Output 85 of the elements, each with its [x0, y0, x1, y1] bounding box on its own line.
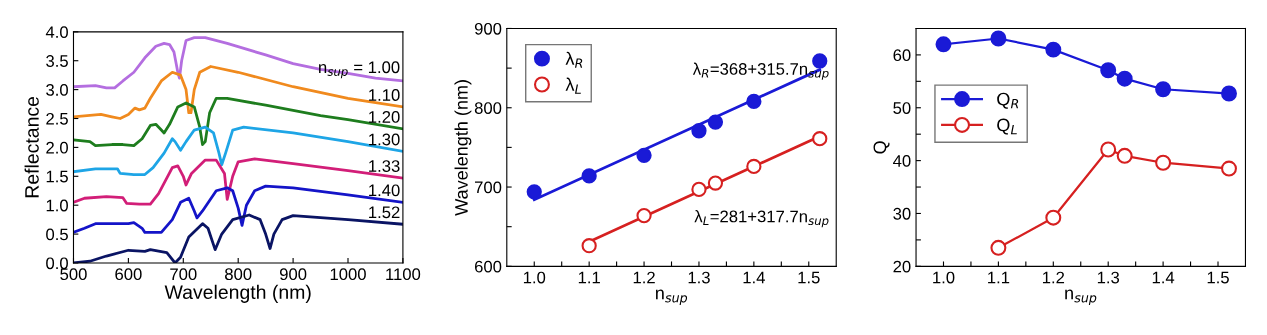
- y-tick-label: 1.5: [46, 170, 68, 183]
- y-tick-label: 600: [474, 260, 502, 273]
- y-axis-title: Q: [873, 141, 890, 154]
- annotation: λ$_{R}$=368+315.7n$_{sup}$: [692, 62, 829, 80]
- point: [581, 238, 597, 254]
- point: [1100, 141, 1117, 158]
- point: [812, 53, 828, 69]
- y-tick-label: 1.0: [46, 199, 68, 212]
- y-tick-label: 40: [893, 155, 911, 167]
- line-series: [73, 125, 403, 176]
- x-tick-label: 1.0: [933, 271, 955, 284]
- x-tick-label: 1.2: [1042, 271, 1065, 284]
- point: [707, 175, 724, 191]
- point: [1155, 154, 1172, 171]
- point: [935, 36, 952, 53]
- line-series: [73, 157, 403, 206]
- x-tick-label: 800: [225, 268, 252, 281]
- x-tick-label: 1.4: [1152, 271, 1175, 284]
- y-tick-label: 700: [474, 181, 502, 194]
- point: [990, 30, 1007, 47]
- point: [1100, 62, 1117, 79]
- point: [691, 123, 707, 139]
- series-label: 1.30: [369, 133, 400, 146]
- point: [1045, 209, 1062, 226]
- y-tick-label: 0.5: [46, 228, 68, 241]
- y-tick-label: 3.0: [46, 84, 68, 96]
- legend-label: λ$_{R}$: [565, 51, 583, 68]
- legend-label: Q$_{L}$: [997, 118, 1017, 135]
- x-tick-label: 1.4: [743, 271, 765, 284]
- x-tick-label: 700: [170, 268, 197, 281]
- legend-label: Q$_{R}$: [997, 92, 1019, 109]
- point: [990, 239, 1007, 256]
- point: [581, 168, 597, 184]
- y-tick-label: 50: [893, 102, 911, 114]
- point: [812, 131, 828, 147]
- point: [1116, 147, 1133, 164]
- x-axis-title: n$_{sup}$: [1065, 289, 1097, 305]
- x-tick-label: 1.3: [688, 271, 710, 284]
- x-axis-title: n$_{sup}$: [656, 289, 688, 305]
- y-tick-label: 60: [893, 49, 911, 62]
- y-tick-label: 2.5: [46, 112, 68, 125]
- y-axis-title: Reflectance: [24, 96, 39, 198]
- point: [1221, 160, 1237, 177]
- y-tick-label: 2.0: [46, 141, 68, 154]
- y-tick-label: 30: [893, 207, 911, 220]
- x-tick-label: 1100: [386, 268, 421, 281]
- point: [1155, 81, 1172, 98]
- y-tick-label: 3.5: [46, 55, 68, 67]
- line-series: [73, 184, 403, 234]
- line-series: [73, 36, 403, 90]
- point: [526, 184, 542, 200]
- x-tick-label: 1.2: [633, 271, 655, 284]
- y-axis-title: Wavelength (nm): [454, 80, 472, 216]
- y-tick-label: 900: [474, 22, 502, 35]
- point: [1221, 85, 1237, 102]
- annotation: λ$_{L}$=281+317.7n$_{sup}$: [694, 210, 829, 228]
- x-tick-label: 1.3: [1097, 271, 1120, 284]
- point: [636, 207, 652, 224]
- series-label: 1.20: [369, 111, 400, 123]
- point: [1116, 70, 1133, 87]
- x-axis-title: Wavelength (nm): [164, 284, 311, 303]
- point: [707, 114, 724, 130]
- x-tick-label: 1000: [330, 268, 366, 281]
- x-tick-label: 1.5: [798, 271, 820, 284]
- y-tick-label: 800: [474, 102, 502, 114]
- point: [691, 181, 707, 198]
- x-tick-label: 500: [60, 268, 87, 281]
- series-label: 1.33: [369, 160, 400, 172]
- point: [746, 158, 762, 175]
- x-tick-label: 1.1: [988, 271, 1010, 284]
- y-tick-label: 4.0: [45, 26, 68, 39]
- x-tick-label: 1.0: [523, 271, 546, 284]
- point: [1045, 41, 1062, 58]
- x-tick-label: 600: [115, 268, 142, 281]
- series-label: 1.52: [369, 206, 400, 219]
- series-label: 1.10: [369, 89, 400, 101]
- series-label: 1.40: [369, 184, 400, 197]
- y-tick-label: 0.0: [46, 257, 68, 270]
- legend-label: λ$_{L}$: [565, 77, 581, 94]
- point: [746, 93, 762, 110]
- x-tick-label: 900: [279, 268, 307, 281]
- x-tick-label: 1.1: [578, 271, 600, 284]
- x-tick-label: 1.5: [1207, 271, 1229, 284]
- y-tick-label: 20: [893, 260, 911, 273]
- point: [636, 147, 652, 163]
